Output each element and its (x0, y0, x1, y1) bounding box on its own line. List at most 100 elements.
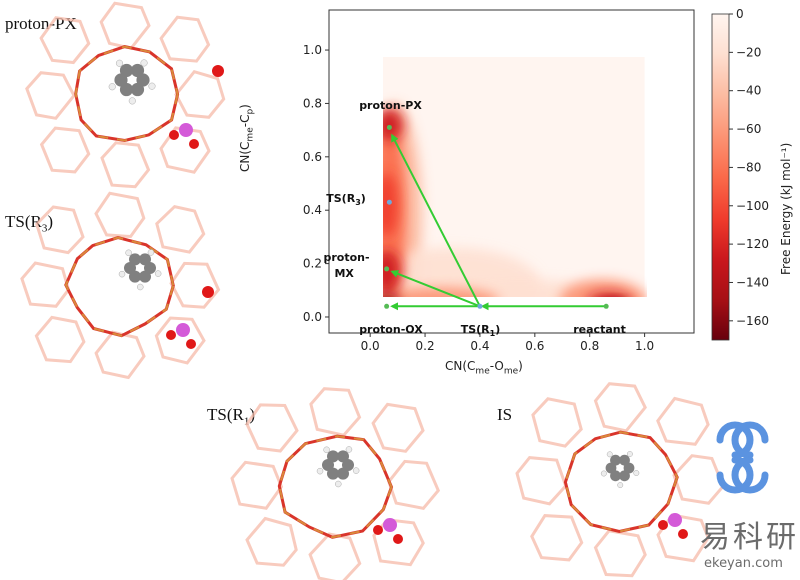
framework-ring (169, 261, 221, 309)
x-tick-label: 0.4 (470, 339, 489, 353)
state-annotation: proton- (324, 251, 370, 264)
framework-ring (100, 141, 151, 189)
watermark-cn: 易科研 (700, 520, 799, 555)
carbon-atom (129, 270, 141, 283)
framework-ring (593, 382, 647, 433)
carbon-atom (119, 63, 134, 78)
framework-ring (515, 456, 568, 506)
oxygen-atom (189, 139, 199, 149)
x-tick-label: 0.0 (361, 339, 380, 353)
framework-ring (94, 330, 146, 380)
framework-ring (174, 69, 226, 119)
hydrogen-atom (323, 446, 330, 454)
oxygen-atom (678, 529, 688, 539)
carbon-atom (139, 253, 151, 266)
framework-ring (154, 316, 206, 365)
state-point (384, 303, 390, 309)
y-tick-label: 0.0 (303, 310, 322, 324)
state-point (384, 266, 390, 272)
carbon-atom (337, 450, 349, 463)
plot-frame (328, 9, 695, 334)
path-arrow (390, 270, 481, 308)
framework-ring (39, 16, 91, 65)
carbon-atom (322, 459, 334, 471)
state-annotation: MX (334, 267, 354, 280)
hydrogen-atom (118, 270, 126, 278)
x-tick-label: 0.8 (580, 339, 599, 353)
zeolite-cage (230, 387, 441, 580)
aluminium-atom (668, 513, 682, 527)
state-annotation: reactant (573, 323, 626, 336)
carbon-atom (619, 470, 630, 482)
carbon-atom (129, 253, 141, 266)
watermark-url: ekeyan.com (704, 556, 783, 571)
framework-ring (372, 518, 425, 567)
x-axis-label: CN(Cme-Ome) (445, 359, 523, 377)
carbon-atom (119, 82, 134, 97)
zeolite-cage (20, 191, 221, 380)
framework-ring (245, 516, 298, 567)
pore-ring-si (64, 236, 175, 337)
x-tick-label: 0.2 (416, 339, 435, 353)
oxygen-atom (166, 330, 176, 340)
panel-label-ts-r3: TS(R3) (5, 212, 54, 235)
state-point (386, 124, 392, 130)
heat-shade (591, 292, 627, 297)
heat-shade (560, 279, 647, 297)
colorbar-tick-label: −100 (736, 199, 769, 213)
colorbar-tick-label: −60 (736, 122, 761, 136)
colorbar-tick-label: −20 (736, 45, 761, 59)
state-annotation: TS(R3) (326, 192, 366, 207)
framework-ring (159, 15, 211, 63)
carbon-atom (327, 450, 339, 463)
framework-ring (94, 191, 146, 239)
oxygen-atom (658, 520, 668, 530)
carbon-atom (605, 462, 617, 474)
carbon-atom (619, 454, 630, 466)
colorbar-tick-label: −40 (736, 84, 761, 98)
heat-shade (383, 108, 404, 141)
state-point (386, 199, 392, 205)
colorbar-tick-label: −160 (736, 314, 769, 328)
colorbar-tick-label: −120 (736, 237, 769, 251)
oxygen-atom (169, 130, 179, 140)
hydrogen-atom (606, 451, 613, 458)
zeolite-cage (25, 1, 226, 189)
carbon-atom (144, 262, 156, 274)
heat-shade (383, 292, 398, 297)
hydrogen-atom (600, 470, 607, 477)
hydrogen-atom (345, 446, 353, 453)
oxygen-atom (393, 534, 403, 544)
path-arrow (391, 133, 481, 307)
aluminium-atom (383, 518, 397, 532)
framework-ring (20, 261, 71, 308)
y-tick-label: 0.6 (303, 150, 322, 164)
state-annotation: proton-PX (359, 99, 422, 112)
colorbar (711, 13, 730, 341)
y-tick-label: 1.0 (303, 43, 322, 57)
framework-ring (35, 205, 85, 255)
pore-ring (563, 430, 679, 534)
carbon-atom (139, 270, 151, 283)
framework-ring (530, 514, 584, 562)
framework-ring (230, 460, 284, 510)
y-tick-label: 0.2 (303, 257, 322, 271)
y-tick-label: 0.4 (303, 203, 322, 217)
aluminium-atom (179, 123, 193, 137)
carbon-atom (124, 262, 136, 274)
carbon-atom (342, 459, 354, 471)
panel-label-is: IS (497, 405, 513, 424)
hydrogen-atom (128, 97, 136, 105)
y-tick-label: 0.8 (303, 96, 322, 110)
carbon-atom (623, 462, 635, 474)
carbon-atom (327, 467, 339, 480)
hydrogen-atom (148, 82, 156, 90)
aluminium-atom (176, 323, 190, 337)
heat-shade (383, 172, 398, 237)
carbon-atom (136, 73, 150, 87)
hydrogen-atom (137, 283, 144, 291)
hydrogen-atom (352, 467, 360, 474)
carbon-atom (114, 73, 128, 87)
hydrogen-atom (147, 249, 155, 256)
